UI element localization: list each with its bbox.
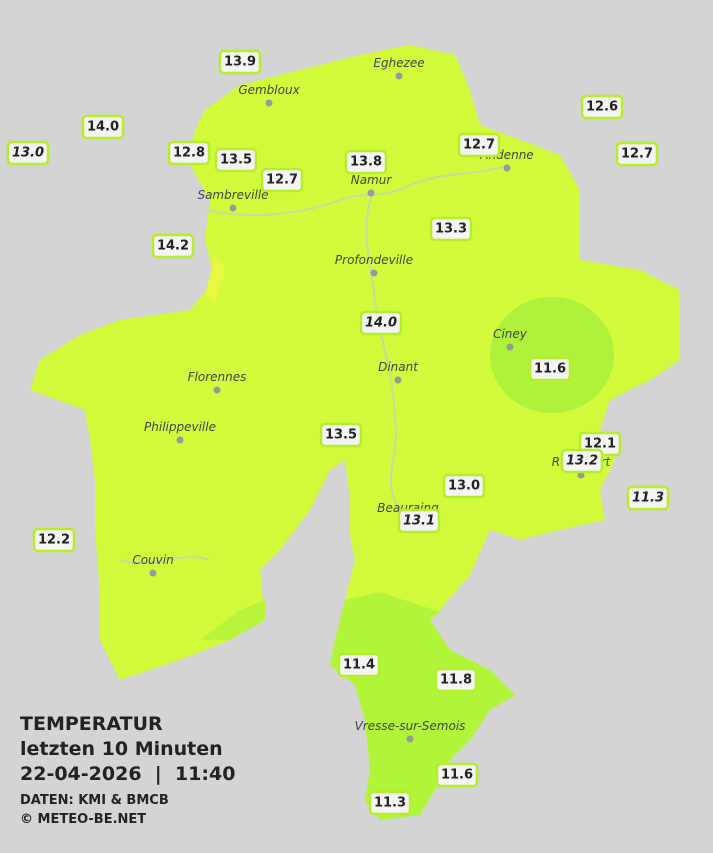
legend-title: TEMPERATUR: [20, 713, 163, 735]
station-value: 13.9: [224, 55, 256, 70]
station-value: 11.6: [534, 362, 566, 377]
station-value: 13.2: [566, 454, 598, 469]
city-label: Namur: [351, 173, 393, 187]
station-box: [337, 652, 381, 678]
city-label: Couvin: [132, 553, 173, 567]
station-value: 11.3: [632, 491, 664, 506]
station-box: [167, 140, 211, 166]
cooler-zone: [330, 592, 515, 820]
station-box: [528, 356, 572, 382]
city-dot: [265, 99, 273, 107]
city-label: Eghezee: [373, 56, 424, 70]
station-value: 11.8: [440, 673, 472, 688]
city-label: Dinant: [378, 360, 419, 374]
station-box: [397, 508, 441, 534]
station-box: [32, 527, 76, 553]
city-dot: [213, 386, 221, 394]
station-value: 11.4: [343, 658, 375, 673]
cooler-zone: [200, 600, 265, 640]
station-box: [560, 448, 604, 474]
station-box: [81, 114, 125, 140]
city-dot: [176, 436, 184, 444]
station-value: 12.7: [463, 138, 495, 153]
station-value: 13.5: [325, 428, 357, 443]
station-box: [580, 94, 624, 120]
city-label: Profondeville: [335, 253, 413, 267]
station-box: [151, 233, 195, 259]
station-box: [429, 216, 473, 242]
station-value: 14.2: [157, 239, 189, 254]
station-value: 13.8: [350, 155, 382, 170]
station-value: 12.7: [621, 147, 653, 162]
station-box: [615, 141, 659, 167]
station-box: [442, 473, 486, 499]
station-value: 12.8: [173, 146, 205, 161]
cooler-zone: [490, 297, 614, 413]
city-dot: [395, 72, 403, 80]
station-box: [319, 422, 363, 448]
station-box: [344, 149, 388, 175]
station-box: [368, 790, 412, 816]
station-value: 13.3: [435, 222, 467, 237]
city-label: Vresse-sur-Semois: [355, 719, 466, 733]
station-box: [435, 762, 479, 788]
station-box: [6, 140, 50, 166]
station-value: 14.0: [365, 316, 397, 331]
station-box: [359, 310, 403, 336]
station-box: [260, 167, 304, 193]
station-value: 13.0: [12, 146, 44, 161]
city-dot: [149, 569, 157, 577]
station-value: 12.7: [266, 173, 298, 188]
legend-copyright: © METEO-BE.NET: [20, 812, 146, 827]
city-dot: [406, 735, 414, 743]
legend: TEMPERATUR letzten 10 Minuten 22-04-2026…: [20, 713, 235, 827]
station-value: 14.0: [87, 120, 119, 135]
station-box: [457, 132, 501, 158]
city-label: Ciney: [493, 327, 528, 341]
station-value: 13.0: [448, 479, 480, 494]
city-dot: [370, 269, 378, 277]
city-dot: [394, 376, 402, 384]
station-box: [434, 667, 478, 693]
station-value: 11.3: [374, 796, 406, 811]
station-value: 12.1: [584, 437, 616, 452]
city-label: Sambreville: [197, 188, 268, 202]
city-dot: [367, 189, 375, 197]
station-box: [626, 485, 670, 511]
station-box: [214, 147, 258, 173]
city-dot: [503, 164, 511, 172]
warmer-zone: [205, 255, 225, 305]
city-label: Gembloux: [238, 83, 300, 97]
legend-subtitle: letzten 10 Minuten: [20, 738, 223, 760]
city-dot: [506, 343, 514, 351]
legend-timestamp: 22-04-2026 | 11:40: [20, 763, 235, 785]
city-label: Florennes: [188, 370, 247, 384]
station-value: 13.1: [403, 514, 435, 529]
city-dot: [229, 204, 237, 212]
station-box: [218, 49, 262, 75]
station-value: 12.2: [38, 533, 70, 548]
station-value: 13.5: [220, 153, 252, 168]
legend-source: DATEN: KMI & BMCB: [20, 793, 169, 808]
city-label: Philippeville: [144, 420, 216, 434]
station-value: 11.6: [441, 768, 473, 783]
station-value: 12.6: [586, 100, 618, 115]
